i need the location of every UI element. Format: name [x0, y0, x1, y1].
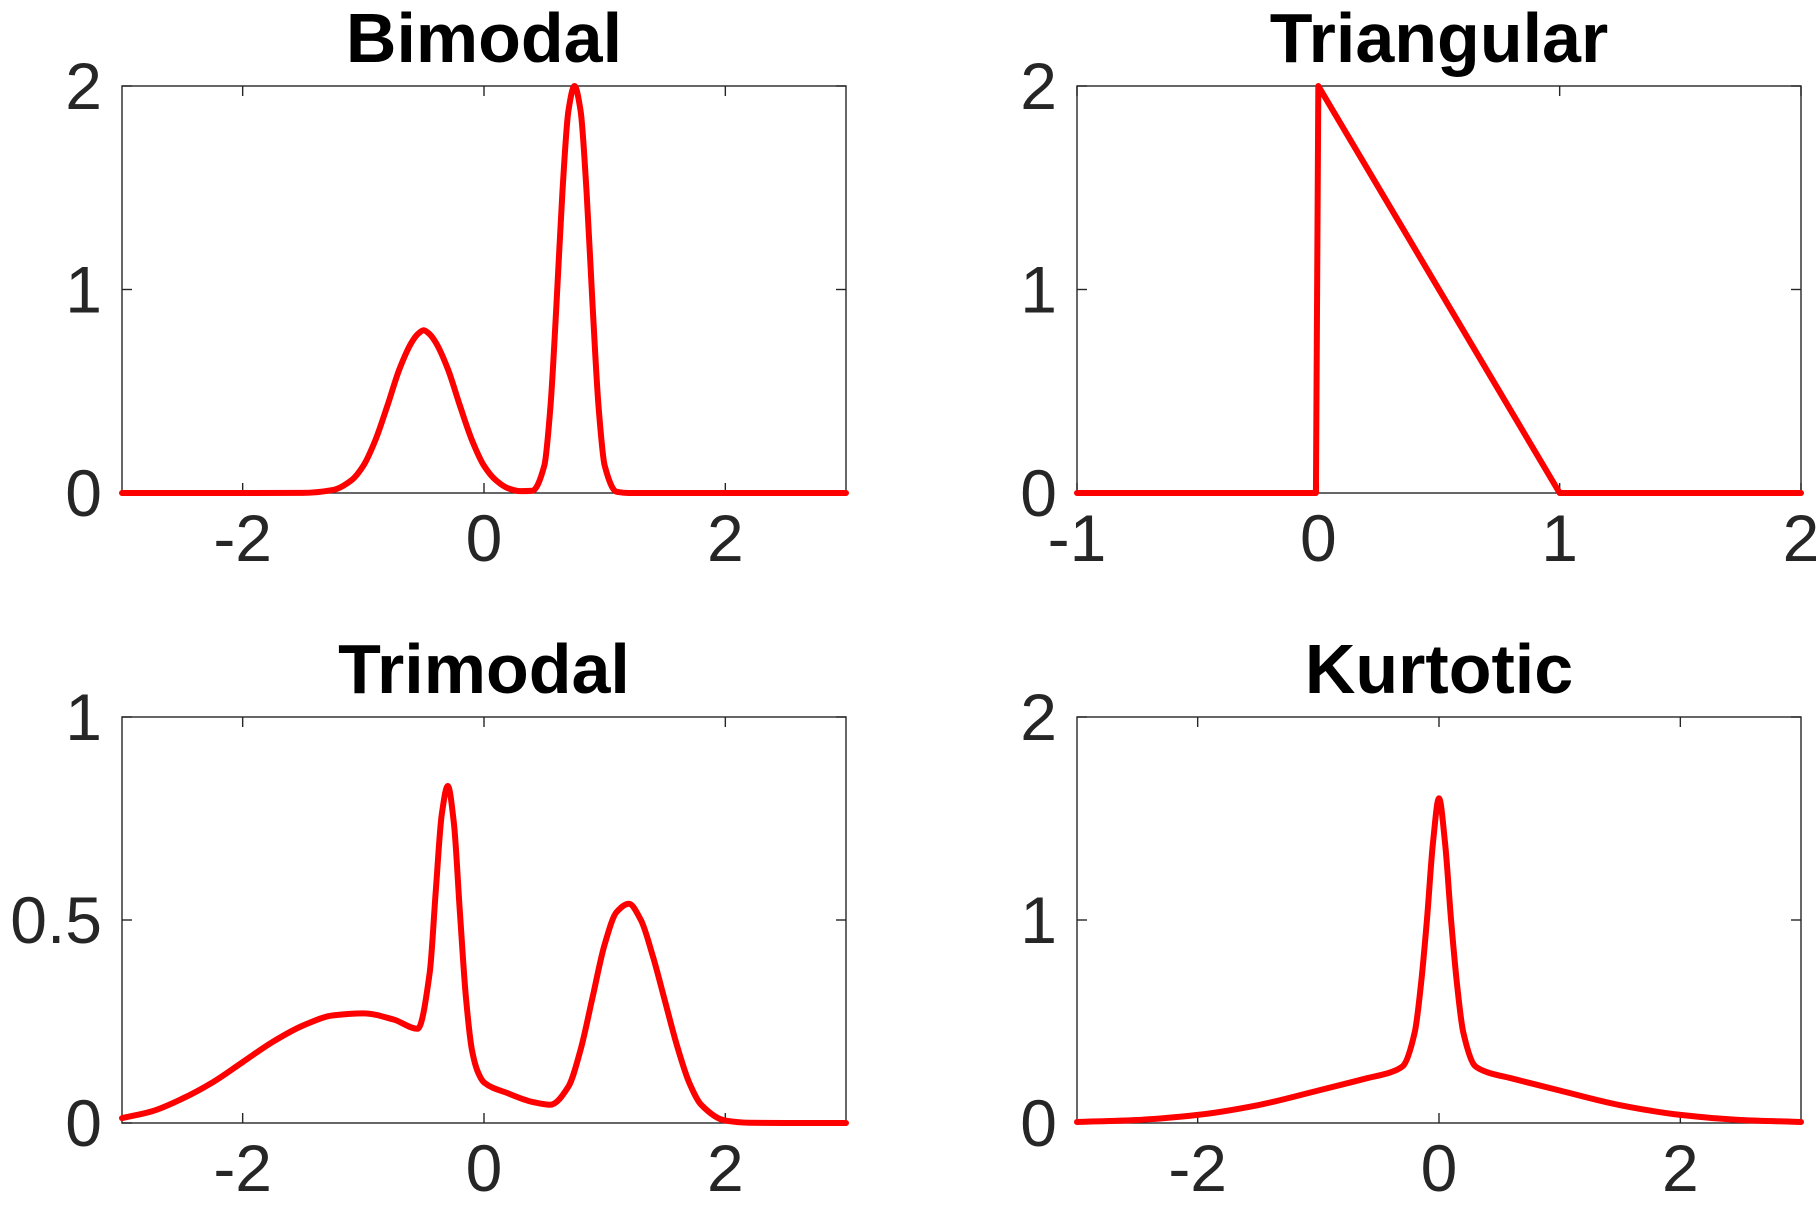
axes-box [121, 85, 847, 494]
panel-title: Triangular [1270, 0, 1608, 77]
x-tick-label: 1 [1541, 501, 1578, 575]
y-tick-label: 2 [65, 49, 102, 123]
density-curve [1074, 83, 1804, 496]
y-tick-label: 0 [65, 456, 102, 530]
panel-title: Trimodal [338, 630, 630, 708]
x-tick-label: 2 [707, 501, 744, 575]
y-tick-label: 2 [1020, 49, 1057, 123]
panel-kurtotic: Kurtotic -2 0 2 0 1 2 [1020, 630, 1804, 1205]
y-tick-label: 0.5 [10, 883, 102, 957]
x-tick-label: -1 [1048, 501, 1107, 575]
density-curve [119, 783, 849, 1126]
x-tick-label: 2 [1662, 1131, 1699, 1205]
panel-trimodal: Trimodal -2 0 2 0 0.5 1 [10, 630, 849, 1205]
x-tick-label: -2 [213, 1131, 272, 1205]
x-tick-label: 2 [1783, 501, 1818, 575]
y-tick-label: 1 [65, 253, 102, 327]
x-tick-label: 0 [466, 1131, 503, 1205]
y-tick-label: 1 [1020, 883, 1057, 957]
density-curve [119, 83, 849, 497]
panel-title: Bimodal [346, 0, 622, 77]
panel-title: Kurtotic [1305, 630, 1573, 708]
panel-bimodal: Bimodal -2 0 2 0 1 2 [65, 0, 849, 575]
y-tick-label: 0 [1020, 456, 1057, 530]
y-tick-label: 0 [1020, 1086, 1057, 1160]
x-tick-label: 2 [707, 1131, 744, 1205]
x-tick-label: 0 [466, 501, 503, 575]
x-tick-label: 0 [1300, 501, 1337, 575]
y-tick-label: 0 [65, 1086, 102, 1160]
y-tick-label: 2 [1020, 680, 1057, 754]
y-tick-label: 1 [1020, 253, 1057, 327]
y-tick-label: 1 [65, 680, 102, 754]
axes-box [121, 716, 847, 1124]
density-curve [1074, 795, 1804, 1125]
x-tick-label: -2 [213, 501, 272, 575]
x-tick-label: 0 [1421, 1131, 1458, 1205]
x-tick-label: -2 [1168, 1131, 1227, 1205]
axes-box [1076, 716, 1802, 1124]
